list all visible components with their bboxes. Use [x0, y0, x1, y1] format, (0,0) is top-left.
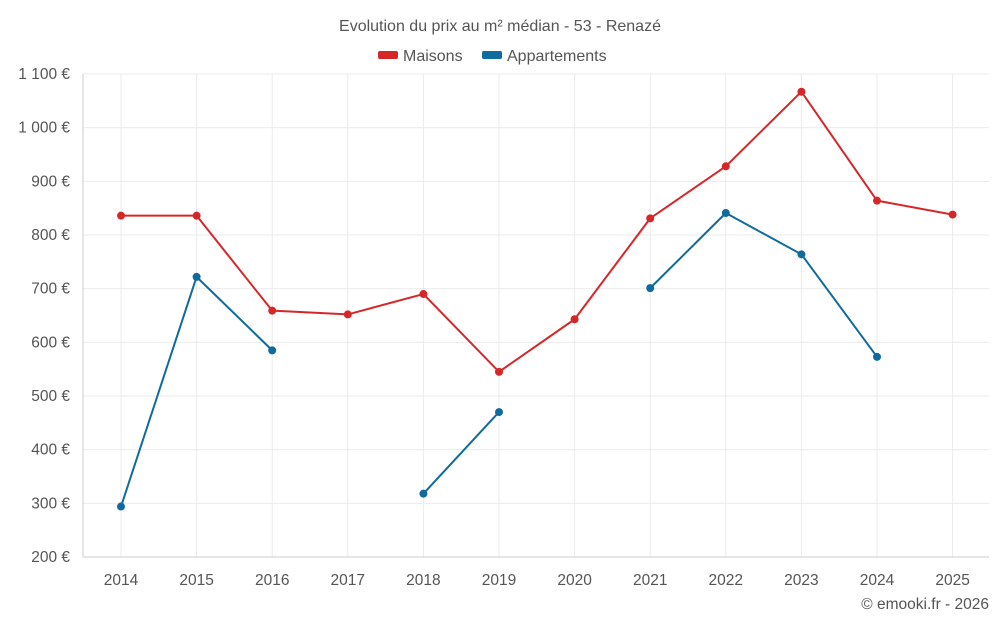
x-axis: 2014 2015 2016 2017 2018 2019 2020 2021 2022 2023… — [83, 556, 989, 589]
series-maisons — [117, 87, 957, 376]
y-tick-label: 900 € — [31, 173, 70, 190]
x-tick-label: 2022 — [709, 572, 743, 589]
x-tick-label: 2024 — [860, 572, 895, 589]
series-line-appartements — [422, 411, 500, 495]
data-point-maisons-2016[interactable] — [268, 306, 277, 315]
series-line-appartements — [649, 211, 878, 358]
y-tick-label: 200 € — [31, 549, 70, 566]
data-point-appartements-2022[interactable] — [721, 208, 730, 217]
data-point-maisons-2015[interactable] — [192, 211, 201, 220]
y-tick-label: 300 € — [31, 495, 70, 512]
chart-title: Evolution du prix au m² médian - 53 - Re… — [339, 18, 661, 35]
legend[interactable]: Maisons Appartements — [378, 48, 607, 65]
data-point-maisons-2023[interactable] — [797, 87, 806, 96]
legend-label-maisons: Maisons — [403, 48, 463, 65]
x-tick-label: 2020 — [557, 572, 592, 589]
y-tick-label: 600 € — [31, 334, 70, 351]
data-point-maisons-2024[interactable] — [873, 196, 881, 205]
legend-label-appartements: Appartements — [507, 48, 607, 65]
x-tick-label: 2021 — [633, 572, 667, 589]
data-point-maisons-2020[interactable] — [570, 315, 579, 324]
grid — [83, 73, 989, 558]
data-point-appartements-2014[interactable] — [117, 502, 125, 511]
data-point-appartements-2023[interactable] — [797, 250, 806, 259]
x-tick-label: 2018 — [406, 572, 440, 589]
x-tick-label: 2014 — [104, 572, 139, 589]
data-point-maisons-2018[interactable] — [419, 290, 428, 299]
series-appartements — [117, 208, 881, 511]
data-point-maisons-2019[interactable] — [495, 367, 503, 376]
y-tick-label: 1 000 € — [18, 120, 70, 137]
data-point-appartements-2016[interactable] — [268, 346, 277, 355]
y-tick-label: 1 100 € — [18, 66, 70, 83]
data-point-maisons-2017[interactable] — [343, 310, 352, 319]
credit: © emooki.fr - 2026 — [861, 596, 989, 613]
legend-swatch-appartements — [482, 51, 502, 59]
data-point-maisons-2014[interactable] — [117, 211, 125, 220]
legend-swatch-maisons — [378, 51, 398, 59]
x-tick-label: 2019 — [482, 572, 516, 589]
x-tick-label: 2015 — [179, 572, 213, 589]
y-tick-label: 400 € — [31, 442, 70, 459]
series-line-maisons — [121, 90, 953, 373]
data-point-maisons-2022[interactable] — [721, 162, 730, 171]
y-tick-label: 700 € — [31, 281, 70, 298]
x-tick-label: 2023 — [784, 572, 818, 589]
data-point-appartements-2024[interactable] — [873, 352, 881, 361]
legend-item-maisons[interactable]: Maisons — [378, 48, 463, 65]
data-point-appartements-2018[interactable] — [419, 489, 428, 498]
series-layer — [117, 87, 957, 511]
legend-item-appartements[interactable]: Appartements — [482, 48, 607, 65]
x-tick-label: 2016 — [255, 572, 289, 589]
data-point-maisons-2021[interactable] — [646, 214, 655, 223]
x-tick-label: 2025 — [935, 572, 969, 589]
data-point-appartements-2019[interactable] — [495, 408, 503, 417]
data-point-appartements-2015[interactable] — [192, 272, 201, 281]
y-tick-label: 500 € — [31, 388, 70, 405]
y-tick-label: 800 € — [31, 227, 70, 244]
data-point-maisons-2025[interactable] — [948, 210, 957, 219]
data-point-appartements-2021[interactable] — [646, 284, 655, 293]
y-axis: 200 € 300 € 400 € 500 € 600 € 700 € 800 € 900 €… — [18, 66, 84, 566]
x-tick-label: 2017 — [331, 572, 365, 589]
